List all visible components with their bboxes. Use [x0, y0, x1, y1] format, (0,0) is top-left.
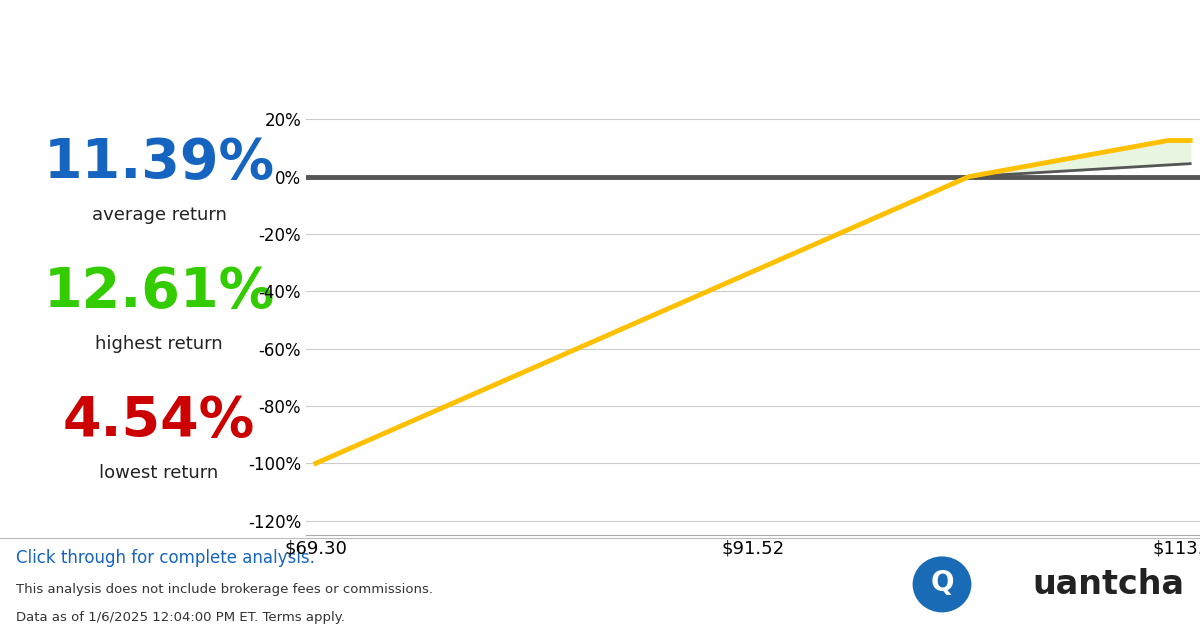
Text: uantcha: uantcha — [1032, 568, 1184, 601]
Text: 11.39%: 11.39% — [43, 136, 275, 190]
Text: lowest return: lowest return — [100, 464, 218, 482]
Text: Bull Call Spread analysis for $102.49-$112.61 model on 21-Feb-2025: Bull Call Spread analysis for $102.49-$1… — [16, 59, 683, 82]
Text: This analysis does not include brokerage fees or commissions.: This analysis does not include brokerage… — [16, 583, 433, 595]
Text: EXPAND ENERGY CORPORATION (EXE): EXPAND ENERGY CORPORATION (EXE) — [16, 26, 902, 68]
Text: Click through for complete analysis.: Click through for complete analysis. — [16, 549, 314, 567]
Text: highest return: highest return — [95, 335, 223, 353]
Text: 12.61%: 12.61% — [43, 265, 275, 319]
Text: average return: average return — [91, 205, 227, 224]
Text: Data as of 1/6/2025 12:04:00 PM ET. Terms apply.: Data as of 1/6/2025 12:04:00 PM ET. Term… — [16, 611, 344, 624]
Text: 4.54%: 4.54% — [62, 394, 256, 448]
Ellipse shape — [913, 556, 972, 612]
Text: /: / — [952, 583, 964, 599]
Text: Q: Q — [930, 570, 954, 597]
